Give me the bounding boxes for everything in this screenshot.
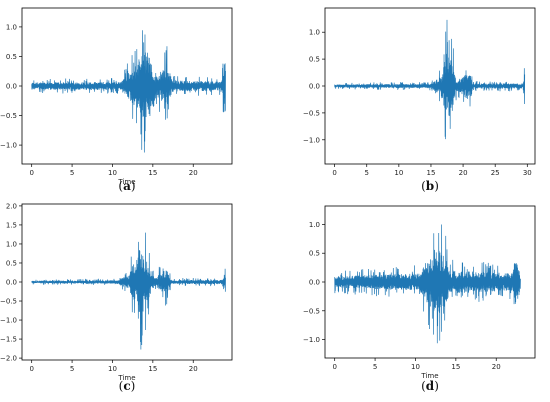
x-tick-label: 0 bbox=[29, 365, 33, 373]
x-tick-label: 10 bbox=[394, 169, 403, 177]
chart-panel-a: 0 5 10 15 20 −1.0 −0.5 0.0 0.5 1.0 Time(a) bbox=[0, 7, 233, 193]
x-tick-label: 20 bbox=[189, 365, 198, 373]
x-tick-label: 20 bbox=[189, 169, 198, 177]
y-tick-label: −0.5 bbox=[303, 307, 320, 315]
y-tick-label: 1.5 bbox=[6, 221, 17, 229]
y-tick-label: 2.0 bbox=[6, 202, 17, 210]
x-tick-label: 10 bbox=[108, 169, 117, 177]
y-tick-label: 1.0 bbox=[6, 23, 17, 31]
x-tick-label: 5 bbox=[70, 169, 74, 177]
y-tick-label: −1.0 bbox=[303, 336, 320, 344]
chart-panel-b: 0 5 10 15 20 25 30 −1.0 −0.5 0.0 0.5 1.0 (b) bbox=[303, 7, 536, 193]
x-tick-label: 30 bbox=[523, 169, 532, 177]
y-tick-label: −0.5 bbox=[303, 109, 320, 117]
y-tick-label: 0.0 bbox=[6, 279, 17, 287]
series-line bbox=[334, 19, 526, 140]
x-tick-label: 15 bbox=[148, 169, 157, 177]
y-tick-label: 0.5 bbox=[309, 250, 320, 258]
y-tick-label: −0.5 bbox=[0, 112, 17, 120]
x-tick-label: 15 bbox=[148, 365, 157, 373]
y-tick-label: −2.0 bbox=[0, 355, 17, 363]
panel-caption: (c) bbox=[119, 379, 136, 393]
y-tick-label: 1.0 bbox=[6, 240, 17, 248]
y-tick-label: 0.5 bbox=[6, 259, 17, 267]
y-tick-label: 0.0 bbox=[6, 83, 17, 91]
y-tick-label: 1.0 bbox=[309, 29, 320, 37]
x-tick-label: 25 bbox=[491, 169, 500, 177]
x-tick-label: 10 bbox=[411, 363, 420, 371]
y-tick-label: −1.0 bbox=[303, 136, 320, 144]
x-tick-label: 0 bbox=[332, 363, 336, 371]
y-tick-label: 0.5 bbox=[309, 56, 320, 64]
panel-caption: (a) bbox=[118, 179, 135, 193]
x-axis-label: Time bbox=[117, 178, 135, 186]
x-tick-label: 15 bbox=[451, 363, 460, 371]
y-tick-label: 0.0 bbox=[309, 279, 320, 287]
y-tick-label: −1.5 bbox=[0, 336, 17, 344]
panel-caption: (d) bbox=[421, 379, 439, 393]
chart-panel-c: 0 5 10 15 20 −2.0 −1.5 −1.0 −0.5 0.0 0.5 1.0 1.5 2.0 T… bbox=[0, 202, 233, 393]
x-tick-label: 10 bbox=[108, 365, 117, 373]
y-tick-label: −1.0 bbox=[0, 142, 17, 150]
panel-caption: (b) bbox=[421, 179, 439, 193]
x-tick-label: 5 bbox=[373, 363, 377, 371]
y-tick-label: 1.0 bbox=[309, 221, 320, 229]
y-tick-label: −0.5 bbox=[0, 298, 17, 306]
x-tick-label: 5 bbox=[70, 365, 74, 373]
x-tick-label: 20 bbox=[459, 169, 468, 177]
x-tick-label: 0 bbox=[332, 169, 336, 177]
y-tick-label: 0.0 bbox=[309, 83, 320, 91]
chart-panel-d: 0 5 10 15 20 −1.0 −0.5 0.0 0.5 1.0 Time(d) bbox=[303, 205, 536, 393]
series-line bbox=[31, 232, 226, 350]
x-tick-label: 0 bbox=[29, 169, 33, 177]
x-axis-label: Time bbox=[117, 374, 135, 382]
x-tick-label: 5 bbox=[365, 169, 369, 177]
x-axis-label: Time bbox=[420, 372, 438, 380]
series-line bbox=[31, 30, 226, 153]
series-line bbox=[334, 224, 521, 344]
x-tick-label: 15 bbox=[427, 169, 436, 177]
y-tick-label: −1.0 bbox=[0, 317, 17, 325]
y-tick-label: 0.5 bbox=[6, 53, 17, 61]
x-tick-label: 20 bbox=[492, 363, 501, 371]
